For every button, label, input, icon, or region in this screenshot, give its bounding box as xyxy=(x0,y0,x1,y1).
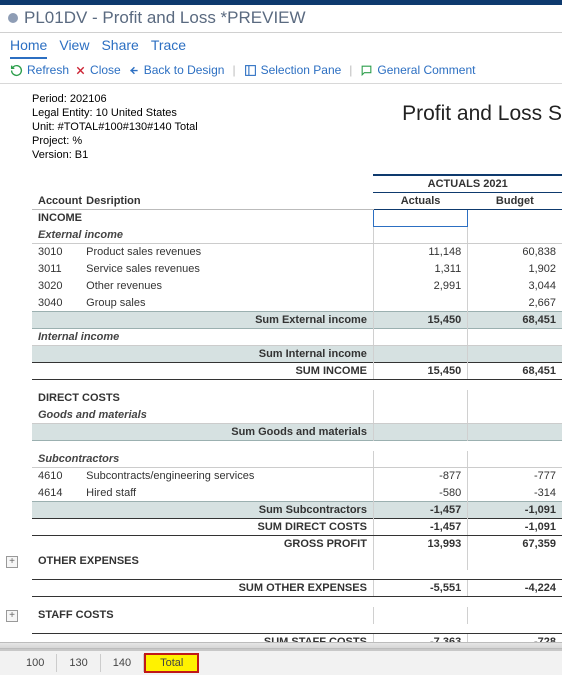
tab-130[interactable]: 130 xyxy=(57,654,100,672)
table-row: 3020Other revenues2,9913,044 xyxy=(32,278,562,295)
close-button[interactable]: Close xyxy=(75,63,121,77)
menu-view[interactable]: View xyxy=(59,37,89,59)
table-row xyxy=(32,624,562,634)
selection-pane-button[interactable]: Selection Pane xyxy=(244,63,342,77)
menu-share[interactable]: Share xyxy=(101,37,138,59)
arrow-left-icon xyxy=(127,65,140,76)
toolbar-separator: | xyxy=(349,63,352,77)
comment-icon xyxy=(360,64,373,77)
table-row: SUM STAFF COSTS-7,363-728 xyxy=(32,634,562,643)
tab-100[interactable]: 100 xyxy=(14,654,57,672)
general-comment-button[interactable]: General Comment xyxy=(360,63,475,77)
table-row: Sum External income15,45068,451 xyxy=(32,312,562,329)
tab-140[interactable]: 140 xyxy=(101,654,144,672)
col-budget: Budget xyxy=(468,193,562,210)
title-bar: PL01DV - Profit and Loss *PREVIEW xyxy=(0,0,562,33)
selection-pane-label: Selection Pane xyxy=(261,63,342,77)
tab-total[interactable]: Total xyxy=(144,653,199,673)
menu-bar: Home View Share Trace xyxy=(0,33,562,59)
table-row: Internal income xyxy=(32,329,562,346)
col-actuals: Actuals xyxy=(373,193,467,210)
table-row: Subcontractors xyxy=(32,451,562,468)
sheet-tabs: 100 130 140 Total xyxy=(0,649,562,675)
table-row: DIRECT COSTS xyxy=(32,390,562,407)
table-row: 3011Service sales revenues1,3111,902 xyxy=(32,261,562,278)
refresh-icon xyxy=(10,64,23,77)
table-row: External income xyxy=(32,227,562,244)
table-row xyxy=(32,597,562,607)
pl-table: ACTUALS 2021 Account Desription Actuals … xyxy=(32,174,562,642)
comment-label: General Comment xyxy=(377,63,475,77)
table-row: 3010Product sales revenues11,14860,838 xyxy=(32,244,562,261)
refresh-label: Refresh xyxy=(27,63,69,77)
refresh-button[interactable]: Refresh xyxy=(10,63,69,77)
table-row: Sum Goods and materials xyxy=(32,424,562,441)
table-row: SUM DIRECT COSTS-1,457-1,091 xyxy=(32,519,562,536)
menu-home[interactable]: Home xyxy=(10,37,47,59)
table-row: Sum Internal income xyxy=(32,346,562,363)
table-row: 3040Group sales2,667 xyxy=(32,295,562,312)
col-account: Account xyxy=(32,193,80,210)
col-description: Desription xyxy=(80,193,373,210)
report-area: Period: 202106 Legal Entity: 10 United S… xyxy=(0,84,562,642)
table-row: SUM OTHER EXPENSES-5,551-4,224 xyxy=(32,580,562,597)
table-row: INCOME xyxy=(32,210,562,227)
meta-version: Version: B1 xyxy=(32,148,562,162)
report-title: Profit and Loss S xyxy=(402,102,562,126)
close-icon xyxy=(75,65,86,76)
toolbar: Refresh Close Back to Design | Selection… xyxy=(0,59,562,84)
table-row: Goods and materials xyxy=(32,407,562,424)
table-row: 4614Hired staff-580-314 xyxy=(32,485,562,502)
expand-button[interactable]: + xyxy=(6,556,18,568)
window-title: PL01DV - Profit and Loss *PREVIEW xyxy=(24,8,306,28)
back-label: Back to Design xyxy=(144,63,225,77)
table-row: 4610Subcontracts/engineering services-87… xyxy=(32,468,562,485)
table-row: STAFF COSTS xyxy=(32,607,562,624)
menu-trace[interactable]: Trace xyxy=(151,37,186,59)
table-row: SUM INCOME15,45068,451 xyxy=(32,363,562,380)
horizontal-scrollbar[interactable] xyxy=(0,642,562,649)
table-row xyxy=(32,570,562,580)
app-icon xyxy=(8,13,18,23)
close-label: Close xyxy=(90,63,121,77)
table-row: OTHER EXPENSES xyxy=(32,553,562,570)
table-row xyxy=(32,441,562,451)
toolbar-separator: | xyxy=(232,63,235,77)
col-super: ACTUALS 2021 xyxy=(373,175,562,193)
meta-project: Project: % xyxy=(32,134,562,148)
table-row: GROSS PROFIT13,99367,359 xyxy=(32,536,562,553)
table-row xyxy=(32,380,562,390)
expand-button[interactable]: + xyxy=(6,610,18,622)
selection-pane-icon xyxy=(244,64,257,77)
table-row: Sum Subcontractors-1,457-1,091 xyxy=(32,502,562,519)
back-to-design-button[interactable]: Back to Design xyxy=(127,63,225,77)
